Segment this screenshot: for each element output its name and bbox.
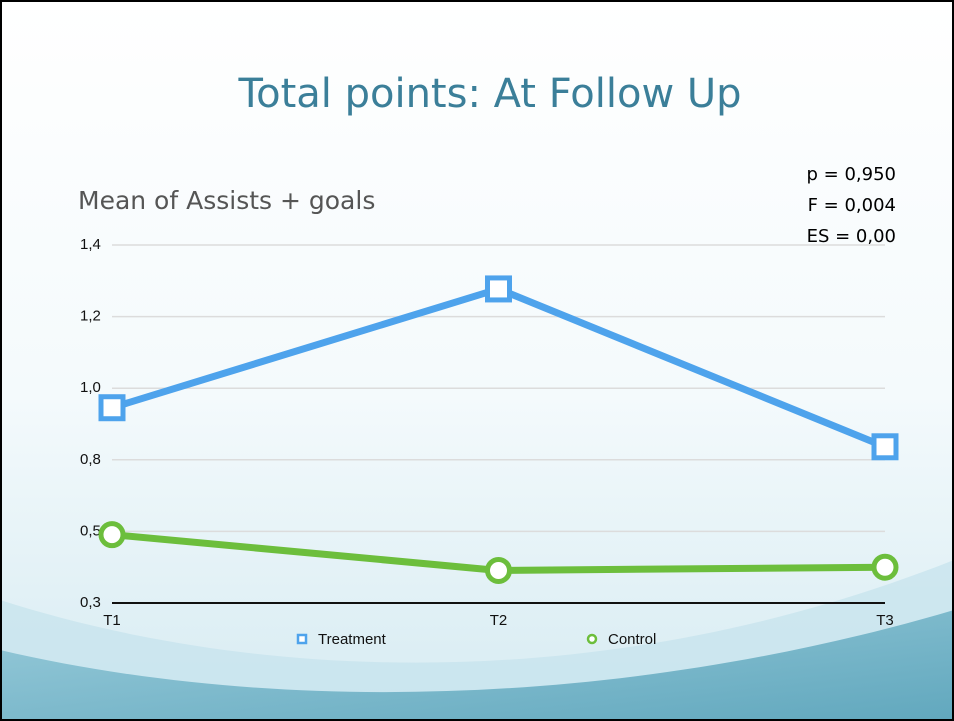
wave [0, 610, 954, 721]
point [98, 521, 126, 549]
x-tick-label: T1 [103, 612, 121, 629]
point [98, 394, 126, 422]
y-tick-label: 1,2 [80, 308, 101, 325]
title: Total points: At Follow Up [237, 71, 741, 117]
y-tick-label: 0,3 [80, 594, 101, 611]
annotation: p = 0,950 [807, 164, 896, 185]
legend-label: Treatment [318, 631, 387, 648]
point [485, 556, 512, 584]
point [871, 433, 899, 461]
y-tick-label: 0,8 [80, 451, 101, 468]
point [871, 553, 899, 581]
annotation: ES = 0,00 [807, 226, 896, 247]
x-tick-label: T2 [490, 612, 508, 629]
annotation: F = 0,004 [808, 195, 896, 216]
y-tick-label: 0,5 [80, 522, 101, 539]
y-tick-label: 1,4 [80, 236, 101, 253]
legend-marker [296, 633, 308, 645]
legend-label: Control [608, 631, 656, 648]
x-tick-label: T3 [876, 612, 894, 629]
point [485, 275, 512, 303]
y-axis-label: Mean of Assists + goals [78, 186, 375, 215]
legend-marker [586, 633, 598, 645]
y-tick-label: 1,0 [80, 379, 101, 396]
